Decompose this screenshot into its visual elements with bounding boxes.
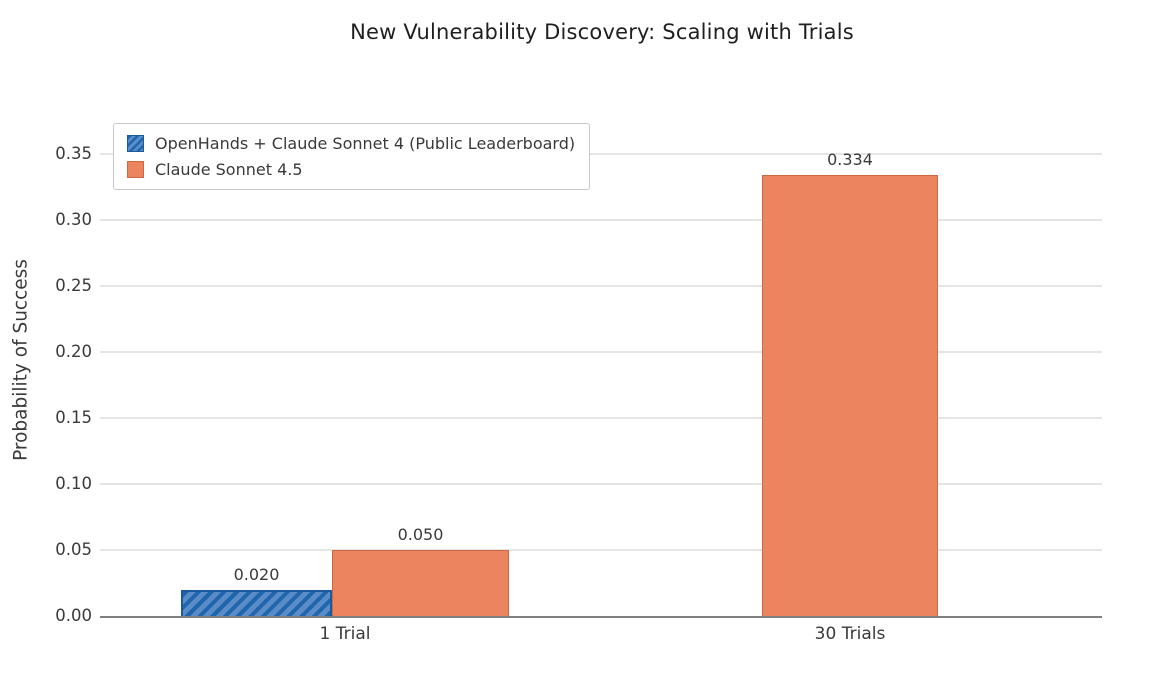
gridline <box>100 153 1102 155</box>
y-tick-label: 0.05 <box>55 540 92 559</box>
gridline <box>100 351 1102 353</box>
bar-sonnet45-1-trial <box>332 550 509 616</box>
bar-value-label: 0.020 <box>233 565 280 584</box>
x-tick-label-1-trial: 1 Trial <box>319 624 371 644</box>
legend-label-openhands: OpenHands + Claude Sonnet 4 (Public Lead… <box>155 134 576 153</box>
y-tick-label: 0.00 <box>55 606 92 625</box>
bar-value-label: 0.334 <box>827 150 873 169</box>
gridline <box>100 483 1102 485</box>
gridline <box>100 417 1102 419</box>
legend: OpenHands + Claude Sonnet 4 (Public Lead… <box>113 123 591 190</box>
gridline <box>100 549 1102 551</box>
legend-swatch-orange <box>127 161 144 178</box>
legend-label-sonnet45: Claude Sonnet 4.5 <box>155 160 303 179</box>
gridline <box>100 285 1102 287</box>
bar-sonnet45-30-trials <box>762 175 938 616</box>
plot-area: OpenHands + Claude Sonnet 4 (Public Lead… <box>100 115 1102 618</box>
bar-value-label: 0.050 <box>397 525 444 544</box>
legend-item-sonnet45: Claude Sonnet 4.5 <box>127 160 575 179</box>
x-tick-label-30-trials: 30 Trials <box>814 624 886 644</box>
y-tick-label: 0.35 <box>55 144 92 163</box>
y-tick-label: 0.25 <box>55 276 92 295</box>
chart-title: New Vulnerability Discovery: Scaling wit… <box>350 20 854 44</box>
bar-openhands-1-trial <box>181 590 332 616</box>
legend-item-openhands: OpenHands + Claude Sonnet 4 (Public Lead… <box>127 134 575 153</box>
y-tick-label: 0.20 <box>55 342 92 361</box>
y-tick-label: 0.15 <box>55 408 92 427</box>
y-tick-label: 0.10 <box>55 474 92 493</box>
y-tick-label: 0.30 <box>55 210 92 229</box>
legend-swatch-blue-hatched <box>127 135 144 152</box>
gridline <box>100 219 1102 221</box>
